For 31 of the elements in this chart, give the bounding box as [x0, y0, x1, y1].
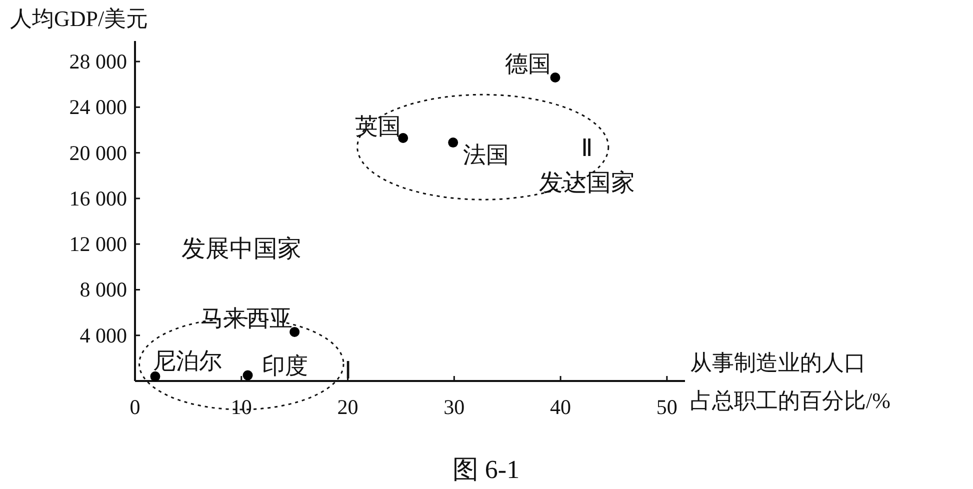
y-tick-label: 12 000 — [69, 232, 127, 256]
text: 图 6-1 — [452, 455, 520, 484]
y-tick-label: 20 000 — [69, 140, 127, 165]
annotation: 发展中国家 — [181, 236, 302, 263]
y-tick-label: 16 000 — [69, 186, 127, 210]
x-axis-title: 从事制造业的人口占总职工的百分比/% — [690, 350, 890, 413]
x-tick-label: 0 — [130, 395, 140, 419]
annotation: Ⅱ — [581, 136, 594, 162]
x-tick-label: 30 — [444, 395, 465, 419]
x-tick-label: 10 — [230, 395, 252, 419]
annotation: 发达国家 — [539, 169, 636, 196]
series-label: 马来西亚 — [200, 306, 293, 331]
y-tick-label: 8 000 — [80, 278, 127, 302]
y-tick-label: 24 000 — [69, 95, 127, 120]
x-tick-label: 40 — [550, 395, 572, 419]
point — [150, 371, 160, 382]
point — [550, 72, 560, 83]
series-label: 英国 — [355, 114, 402, 139]
point — [398, 132, 408, 143]
x-tick-label: 20 — [337, 395, 358, 419]
point — [290, 326, 300, 337]
y-tick-label: 28 000 — [69, 50, 127, 74]
series-label: 德国 — [505, 52, 552, 77]
y-axis-title: 人均GDP/美元 — [10, 6, 148, 31]
point — [448, 138, 458, 148]
x-tick-label: 50 — [656, 395, 678, 419]
y-tick-label: 4 000 — [80, 323, 127, 348]
series-label: 印度 — [262, 353, 308, 378]
series-label: 尼泊尔 — [153, 348, 222, 374]
point — [242, 370, 253, 380]
series-label: 法国 — [463, 142, 510, 168]
